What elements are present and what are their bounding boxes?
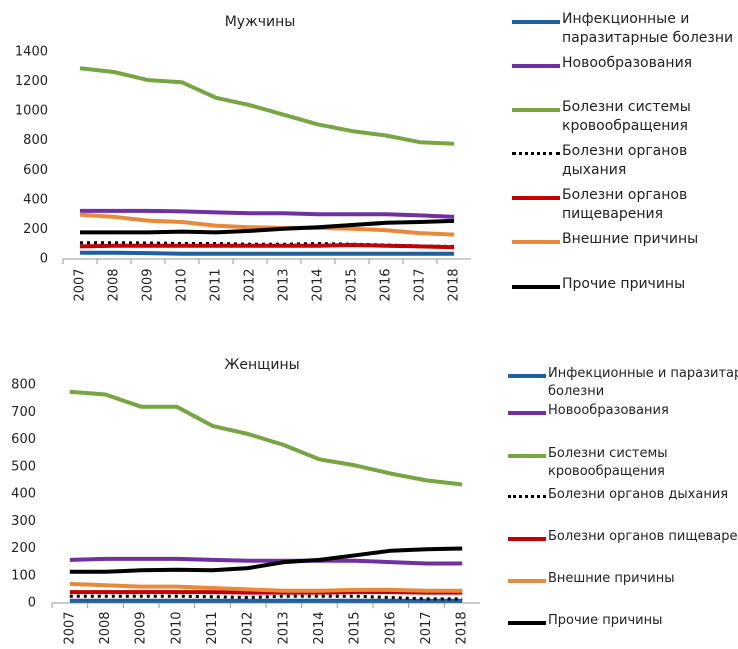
chart-title: Женщины [224, 357, 299, 373]
legend-label: Инфекционные и паразитарные болезни [562, 11, 734, 46]
x-tick-label: 2007 [62, 611, 77, 644]
legend-label: Внешние причины [562, 231, 699, 247]
x-tick-label: 2009 [141, 268, 156, 301]
y-tick-label: 1400 [15, 45, 48, 60]
x-tick-label: 2010 [175, 268, 190, 301]
y-tick-label: 1000 [15, 104, 48, 119]
x-tick-label: 2016 [383, 611, 398, 644]
x-tick-label: 2013 [277, 268, 292, 301]
x-tick-label: 2011 [205, 611, 220, 644]
x-tick-label: 2011 [209, 268, 224, 301]
series-line [69, 389, 463, 487]
y-tick-label: 600 [23, 163, 48, 178]
legend-label: Болезни органов пищеварения [548, 529, 738, 544]
legend-swatch [508, 454, 546, 459]
legend-label: Внешние причины [548, 571, 675, 586]
legend-label: Болезни системы кровообращения [548, 446, 668, 479]
x-tick-label: 2017 [419, 611, 434, 644]
legend-swatch [512, 63, 560, 68]
legend-swatch [508, 537, 546, 542]
legend-label: Болезни органов пищеварения [562, 187, 688, 222]
series-line [69, 556, 463, 566]
series-line [79, 243, 455, 250]
legend-label: Прочие причины [562, 276, 686, 292]
x-tick-label: 2012 [243, 268, 258, 301]
series-line [79, 66, 455, 146]
y-tick-label: 200 [11, 541, 36, 556]
x-tick-label: 2015 [345, 268, 360, 301]
legend-swatch [512, 151, 560, 155]
legend-swatch [512, 107, 560, 112]
y-tick-label: 700 [11, 405, 36, 420]
legend-swatch [508, 495, 546, 499]
y-tick-label: 200 [23, 222, 48, 237]
x-tick-label: 2008 [107, 268, 122, 301]
y-tick-label: 500 [11, 459, 36, 474]
y-tick-label: 800 [11, 378, 36, 393]
legend-label: Новообразования [562, 55, 693, 71]
x-tick-label: 2018 [455, 611, 470, 644]
series-line [80, 208, 455, 219]
x-tick-label: 2018 [447, 268, 462, 301]
x-tick-label: 2008 [98, 611, 113, 644]
y-tick-label: 800 [23, 133, 48, 148]
legend-swatch [508, 621, 546, 626]
legend-swatch [512, 284, 560, 289]
x-tick-label: 2017 [413, 268, 428, 301]
y-tick-label: 400 [11, 487, 36, 502]
series-line [80, 218, 455, 235]
series-line [69, 590, 463, 595]
chart-title: Мужчины [225, 14, 296, 30]
x-tick-label: 2007 [73, 268, 88, 301]
series-line [69, 546, 463, 574]
y-tick-label: 100 [11, 568, 36, 583]
y-tick-label: 0 [40, 252, 48, 267]
x-tick-label: 2009 [134, 611, 149, 644]
legend-label: Инфекционные и паразитарные болезни [548, 366, 738, 399]
legend-swatch [508, 411, 546, 416]
y-tick-label: 400 [23, 192, 48, 207]
x-tick-label: 2016 [379, 268, 394, 301]
series-line [69, 581, 463, 593]
series-line [69, 594, 463, 601]
x-tick-label: 2014 [312, 611, 327, 644]
x-tick-label: 2012 [241, 611, 256, 644]
y-tick-label: 1200 [15, 74, 48, 89]
legend-swatch [508, 374, 546, 379]
legend-swatch [512, 19, 560, 24]
legend-label: Болезни органов дыхания [548, 487, 729, 502]
y-tick-label: 300 [11, 514, 36, 529]
legend-swatch [512, 195, 560, 200]
series-line [80, 250, 454, 256]
legend-label: Болезни системы кровообращения [562, 99, 691, 134]
y-tick-label: 600 [11, 432, 36, 447]
series-line [79, 212, 455, 237]
legend-swatch [508, 579, 546, 584]
x-tick-label: 2014 [311, 268, 326, 301]
x-tick-label: 2015 [348, 611, 363, 644]
y-tick-label: 0 [28, 596, 36, 611]
legend-label: Болезни органов дыхания [562, 143, 688, 178]
legend-label: Прочие причины [548, 613, 663, 628]
legend-swatch [512, 239, 560, 244]
legend-label: Новообразования [548, 403, 669, 418]
x-tick-label: 2010 [169, 611, 184, 644]
x-tick-label: 2013 [276, 611, 291, 644]
